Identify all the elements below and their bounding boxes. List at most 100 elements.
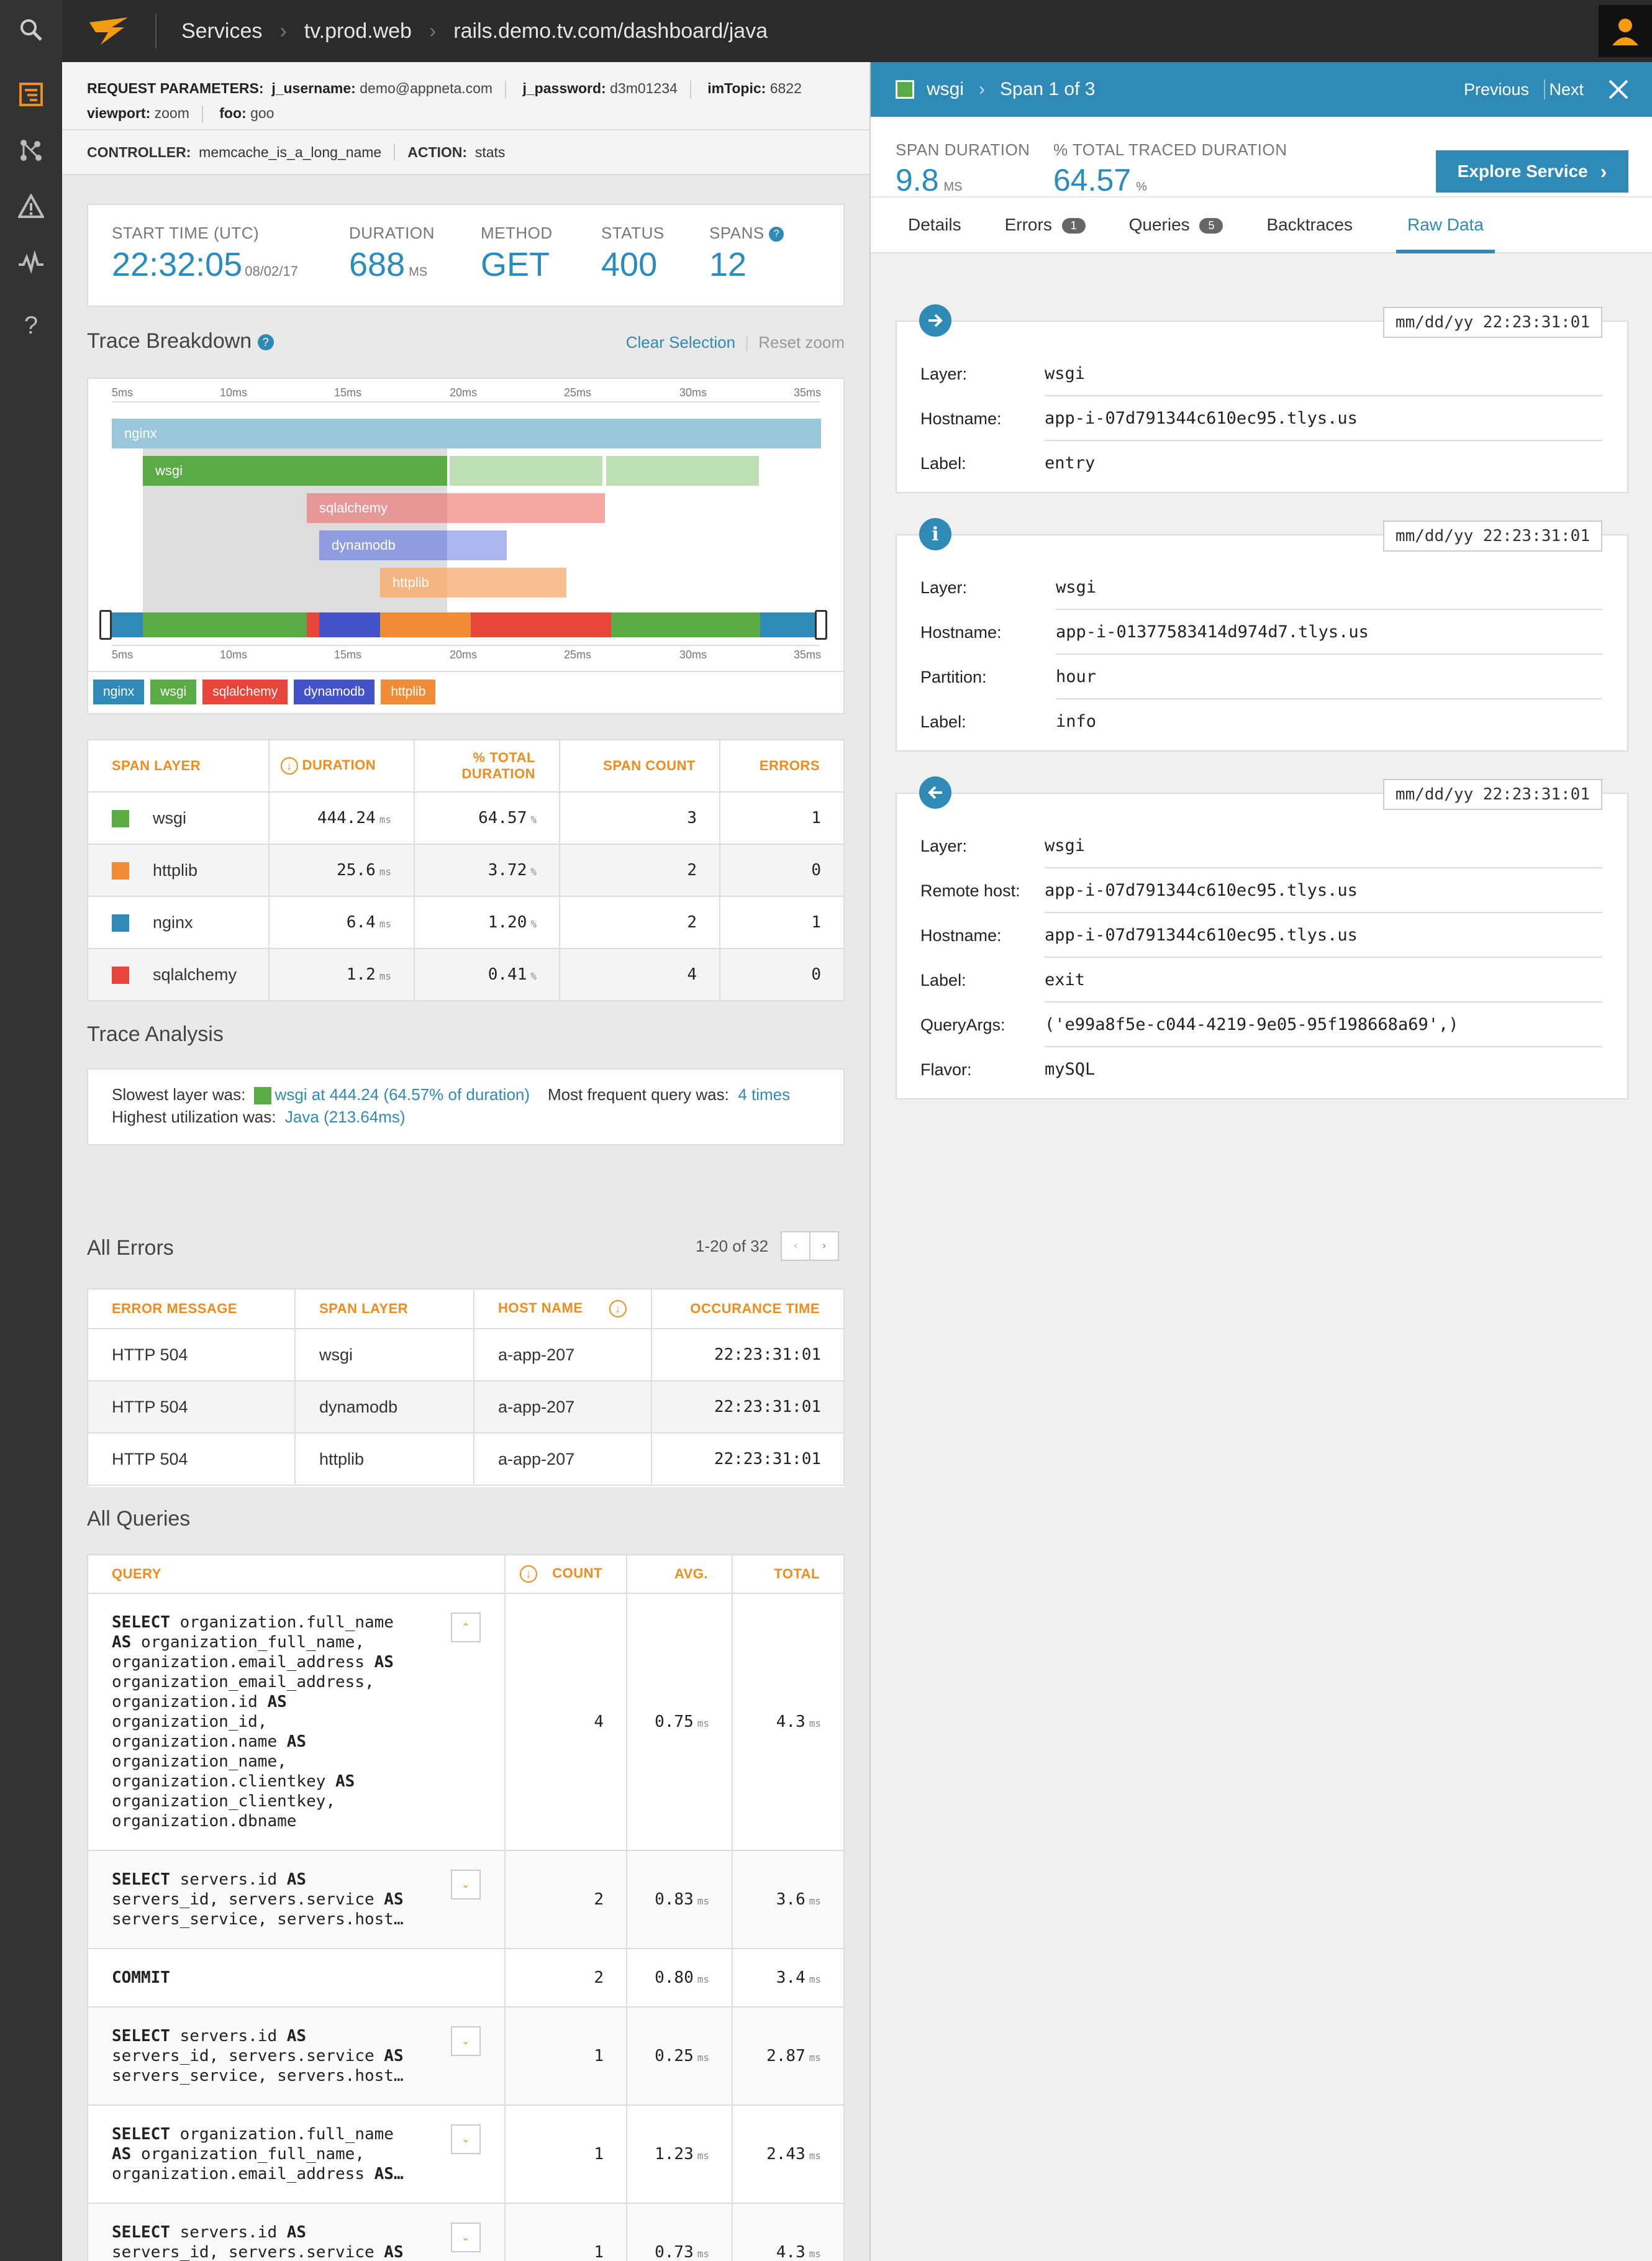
logo-icon[interactable] (62, 15, 155, 47)
help-icon[interactable]: ? (769, 227, 784, 242)
bar-nginx[interactable]: nginx (112, 419, 821, 448)
legend-item[interactable]: dynamodb (294, 680, 375, 704)
event-field: Label: info (920, 712, 1097, 731)
query-text: SELECT servers.id AS servers_id, servers… (112, 2027, 404, 2085)
sort-down-icon[interactable]: ↓ (281, 757, 298, 775)
table-row[interactable]: HTTP 504 wsgi a-app-207 22:23:31:01 (87, 1328, 845, 1381)
tab-queries[interactable]: Queries 5 (1129, 215, 1223, 235)
column-header[interactable]: ↓ COUNT (504, 1554, 627, 1594)
alert-icon[interactable] (12, 188, 50, 225)
table-row[interactable]: nginx 6.4 ms 1.20% 2 1 (87, 896, 845, 949)
legend-item[interactable]: sqlalchemy (202, 680, 288, 704)
table-row[interactable]: SELECT organization.full_name AS organiza… (87, 2104, 845, 2204)
event-field: Layer: wsgi (920, 565, 1602, 610)
column-header[interactable]: AVG. (626, 1554, 733, 1594)
bar-httplib[interactable]: httplib (380, 568, 566, 598)
chevron-down-icon[interactable]: ⌄ (451, 2124, 481, 2154)
chevron-down-icon[interactable]: ⌄ (451, 2026, 481, 2056)
event-field: Label: exit (920, 958, 1602, 1003)
search-icon[interactable] (12, 11, 50, 48)
traces-icon[interactable] (12, 76, 50, 113)
table-row[interactable]: sqlalchemy 1.2 ms 0.41% 4 0 (87, 948, 845, 1001)
legend-item[interactable]: httplib (381, 680, 436, 704)
bar-wsgi[interactable]: wsgi (143, 456, 447, 486)
layer-color-swatch (896, 80, 914, 99)
column-header[interactable]: TOTAL (732, 1554, 845, 1594)
column-header[interactable]: % TOTAL DURATION (414, 739, 560, 793)
help-icon[interactable]: ? (24, 311, 39, 339)
frequent-query-link[interactable]: 4 times (738, 1085, 791, 1104)
tab-errors[interactable]: Errors 1 (1005, 215, 1086, 235)
breadcrumb-services[interactable]: Services (181, 19, 263, 43)
tick-row-bottom: 5ms 10ms 15ms 20ms 25ms 30ms 35ms (88, 648, 846, 663)
pct-traced-stat: % TOTAL TRACED DURATION 64.57% (1053, 140, 1287, 198)
metrics-icon[interactable] (12, 243, 50, 281)
tick-label: 15ms (334, 648, 362, 661)
arrow-right-icon (919, 304, 951, 337)
utilization-link[interactable]: Java (213.64ms) (284, 1108, 406, 1126)
column-header[interactable]: ERROR MESSAGE (87, 1288, 296, 1329)
legend-item[interactable]: nginx (93, 680, 145, 704)
table-row[interactable]: SELECT servers.id AS servers_id, servers… (87, 2203, 845, 2261)
column-header[interactable]: SPAN COUNT (559, 739, 720, 793)
user-avatar[interactable] (1599, 5, 1652, 57)
chevron-down-icon[interactable]: ⌄ (451, 2222, 481, 2252)
bar-wsgi-segment[interactable] (606, 456, 759, 486)
table-row[interactable]: HTTP 504 httplib a-app-207 22:23:31:01 (87, 1432, 845, 1486)
table-row[interactable]: COMMIT 2 0.80 ms 3.4 ms (87, 1948, 845, 2008)
tick-label: 20ms (450, 386, 478, 399)
query-count: 4 (504, 1593, 627, 1851)
chevron-up-icon[interactable]: ⌃ (451, 1613, 481, 1642)
tab-details[interactable]: Details (908, 215, 961, 234)
chevron-left-icon[interactable]: ‹ (781, 1231, 811, 1261)
breadcrumb-app[interactable]: tv.prod.web (304, 19, 412, 43)
span-position: Span 1 of 3 (1000, 79, 1096, 99)
reset-zoom-link[interactable]: Reset zoom (758, 333, 845, 352)
table-row[interactable]: SELECT organization.full_name AS organiza… (87, 1593, 845, 1851)
chevron-right-icon[interactable]: › (809, 1231, 840, 1261)
request-parameters: REQUEST PARAMETERS: j_username: demo@app… (62, 62, 869, 130)
all-errors-title: All Errors (87, 1236, 174, 1260)
column-header[interactable]: QUERY (87, 1554, 506, 1594)
bar-sqlalchemy[interactable]: sqlalchemy (307, 493, 605, 523)
column-header[interactable]: SPAN LAYER (87, 739, 270, 793)
table-row[interactable]: SELECT servers.id AS servers_id, servers… (87, 1850, 845, 1949)
tick-label: 15ms (334, 386, 362, 399)
chevron-down-icon[interactable]: ⌄ (451, 1870, 481, 1899)
column-header[interactable]: OCCURANCE TIME (651, 1288, 845, 1329)
tab-raw-data[interactable]: Raw Data (1396, 196, 1495, 253)
previous-button[interactable]: Previous (1463, 80, 1529, 99)
close-icon[interactable] (1607, 78, 1630, 104)
bar-wsgi-segment[interactable] (450, 456, 602, 486)
legend-item[interactable]: wsgi (150, 680, 197, 704)
sort-down-icon[interactable]: ↓ (520, 1565, 538, 1583)
table-row[interactable]: wsgi 444.24 ms 64.57% 3 1 (87, 791, 845, 845)
range-handle-right[interactable] (815, 610, 827, 640)
table-row[interactable]: HTTP 504 dynamodb a-app-207 22:23:31:01 (87, 1380, 845, 1434)
column-header[interactable]: ERRORS (719, 739, 845, 793)
range-handle-left[interactable] (99, 610, 112, 640)
sort-down-icon[interactable]: ↓ (609, 1300, 627, 1318)
help-icon[interactable]: ? (257, 334, 274, 351)
event-field: Flavor: mySQL (920, 1060, 1096, 1079)
slowest-layer-link[interactable]: wsgi at 444.24 (64.57% of duration) (275, 1085, 530, 1104)
topology-icon[interactable] (12, 132, 50, 169)
table-row[interactable]: SELECT servers.id AS servers_id, servers… (87, 2006, 845, 2106)
column-header[interactable]: ↓ DURATION (268, 739, 415, 793)
column-header[interactable]: SPAN LAYER (294, 1288, 474, 1329)
tick-label: 35ms (794, 386, 822, 399)
stat-label: STATUS (601, 224, 665, 242)
overview-strip[interactable] (112, 612, 821, 637)
tab-backtraces[interactable]: Backtraces (1266, 215, 1353, 234)
param-key: imTopic: (707, 80, 766, 96)
event-timestamp: mm/dd/yy 22:23:31:01 (1382, 521, 1602, 552)
query-total: 3.4 ms (732, 1948, 845, 2008)
bar-dynamodb[interactable]: dynamodb (319, 530, 507, 560)
clear-selection-link[interactable]: Clear Selection (625, 333, 736, 352)
next-button[interactable]: Next (1549, 80, 1584, 99)
table-row[interactable]: httplib 25.6 ms 3.72% 2 0 (87, 844, 845, 897)
column-header[interactable]: HOST NAME ↓ (473, 1288, 652, 1329)
explore-service-button[interactable]: Explore Service › (1436, 150, 1628, 193)
span-detail-panel: wsgi › Span 1 of 3 Previous Next SPAN DU… (869, 62, 1652, 2261)
params-label: REQUEST PARAMETERS: (87, 80, 264, 96)
